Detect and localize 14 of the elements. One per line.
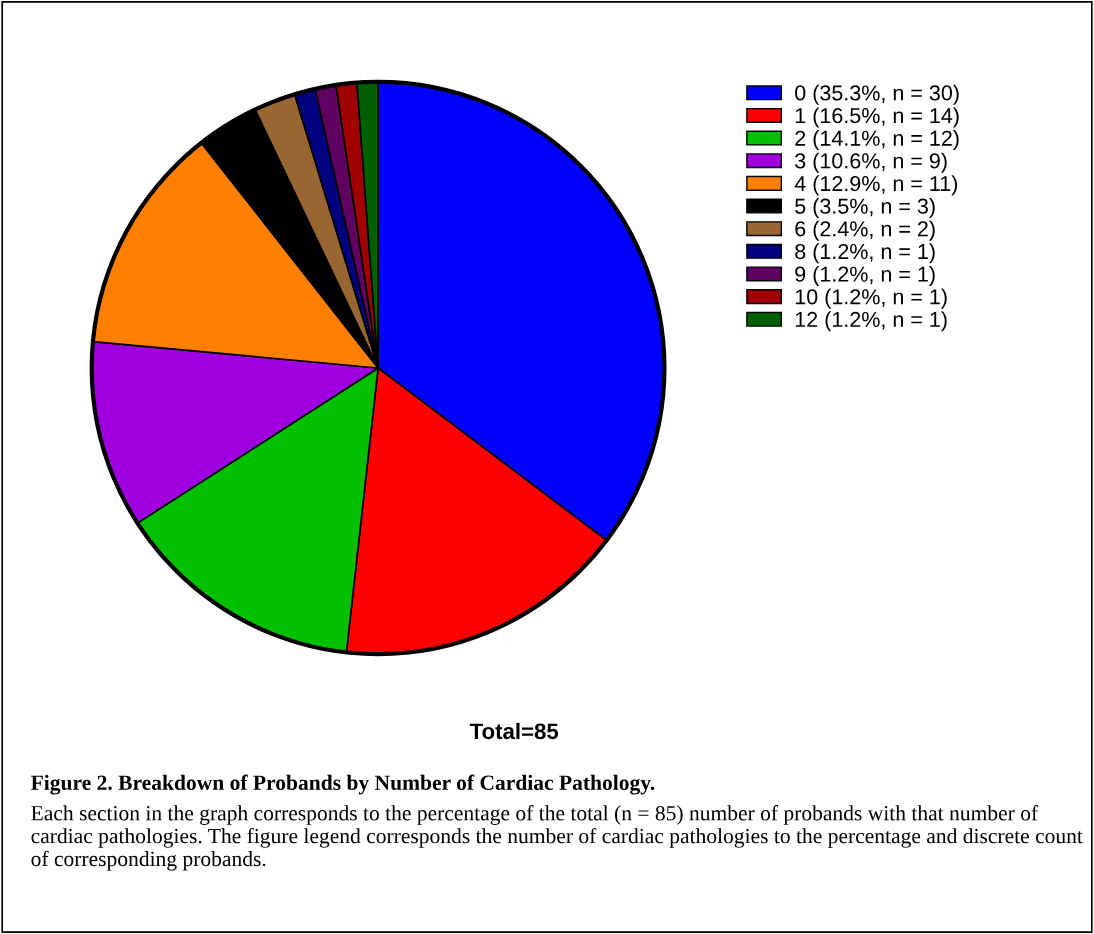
legend-label: 2 (14.1%, n = 12) xyxy=(795,130,959,151)
legend-label: 3 (10.6%, n = 9) xyxy=(795,152,947,173)
legend-label: 9 (1.2%, n = 1) xyxy=(795,265,935,287)
legend-label: 12 (1.2%, n = 1) xyxy=(795,311,947,332)
legend-label: 8 (1.2%, n = 1) xyxy=(795,243,935,264)
text: Each section in the graph corresponds to the percentage of the total (n = 85) number of probands with that number of cardiac pathologies. The figure legend corresponds the number of cardiac pathologies to the percentage and discrete count of corresponding probands. xyxy=(31,805,1083,871)
legend-label: 1 (16.5%, n = 14) xyxy=(795,107,959,128)
legend-label: 4 (12.9%, n = 11) xyxy=(794,175,958,196)
legend-label: 5 (3.5%, n = 3) xyxy=(795,198,935,219)
text: Total=85 xyxy=(469,722,559,740)
legend-label: 6 (2.4%, n = 2) xyxy=(795,220,935,241)
legend-label: 0 (35.3%, n = 30) xyxy=(795,84,959,105)
caption: Figure 2. Breakdown of Probands by Number of Cardiac Pathology. xyxy=(31,774,655,795)
legend-label: 10 (1.2%, n = 1) xyxy=(795,288,947,309)
